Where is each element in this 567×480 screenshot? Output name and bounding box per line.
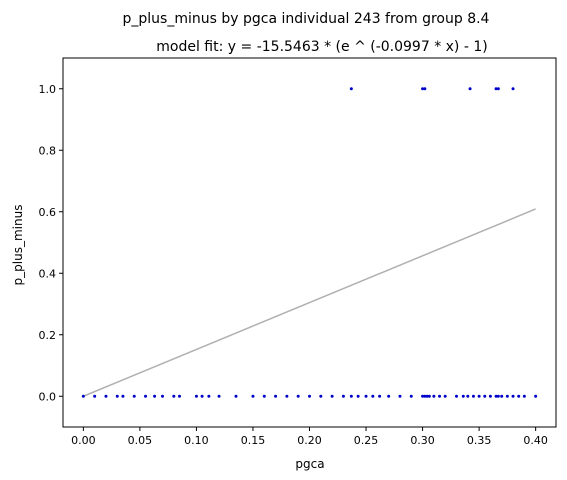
data-point [251, 394, 255, 398]
data-point [432, 394, 436, 398]
x-axis-label: pgca [295, 457, 324, 471]
y-tick-label: 0.0 [39, 390, 57, 403]
data-point [496, 87, 500, 91]
data-point [234, 394, 238, 398]
plot-frame [62, 57, 557, 428]
data-point [296, 394, 300, 398]
data-point [330, 394, 334, 398]
data-point [319, 394, 323, 398]
y-tick-label: 0.8 [39, 144, 57, 157]
y-tick-label: 0.4 [39, 267, 57, 280]
data-point [421, 394, 425, 398]
data-point [341, 394, 345, 398]
y-axis-ticks: 0.0 0.2 0.4 0.6 0.8 1.0 [39, 83, 63, 403]
data-point [217, 394, 221, 398]
x-tick-label: 0.15 [241, 434, 266, 447]
data-point [194, 394, 198, 398]
data-point [496, 394, 500, 398]
data-point [285, 394, 289, 398]
x-tick-label: 0.35 [467, 434, 492, 447]
data-point [477, 394, 481, 398]
y-tick-label: 1.0 [39, 83, 57, 96]
y-tick-label: 0.6 [39, 206, 57, 219]
data-point [349, 87, 353, 91]
data-point [200, 394, 204, 398]
data-point [425, 394, 429, 398]
data-point [262, 394, 266, 398]
chart-title: p_plus_minus by pgca individual 243 from… [123, 11, 490, 27]
data-point [121, 394, 125, 398]
fit-line-layer [83, 208, 536, 397]
data-point [172, 394, 176, 398]
data-point [387, 394, 391, 398]
data-point [454, 394, 458, 398]
data-point [177, 394, 181, 398]
data-point [466, 394, 470, 398]
data-point [274, 394, 278, 398]
data-point [494, 394, 498, 398]
data-point [421, 87, 425, 91]
x-axis-ticks: 0.00 0.05 0.10 0.15 0.20 0.25 0.30 0.35 0.40 [71, 427, 548, 447]
data-point [364, 394, 368, 398]
data-point [522, 394, 526, 398]
y-axis-label: p_plus_minus [11, 205, 25, 286]
data-point [517, 394, 521, 398]
x-tick-label: 0.20 [297, 434, 322, 447]
x-tick-label: 0.25 [354, 434, 379, 447]
plot-area [81, 87, 538, 398]
x-tick-label: 0.30 [410, 434, 435, 447]
data-point [423, 87, 427, 91]
data-point [500, 394, 504, 398]
data-point [356, 394, 360, 398]
data-point [511, 87, 515, 91]
data-point [144, 394, 148, 398]
data-point [483, 394, 487, 398]
data-point [409, 394, 413, 398]
x-tick-label: 0.40 [523, 434, 548, 447]
data-point [438, 394, 442, 398]
data-point [349, 394, 353, 398]
points-layer [81, 87, 538, 398]
data-point [494, 87, 498, 91]
data-point [534, 394, 538, 398]
data-point [93, 394, 97, 398]
data-point [488, 394, 492, 398]
data-point [153, 394, 157, 398]
data-point [461, 394, 465, 398]
data-point [161, 394, 165, 398]
data-point [468, 87, 472, 91]
data-point [104, 394, 108, 398]
x-tick-label: 0.05 [128, 434, 153, 447]
y-tick-label: 0.2 [39, 329, 57, 342]
data-point [81, 394, 85, 398]
data-point [427, 394, 431, 398]
data-point [505, 394, 509, 398]
data-point [443, 394, 447, 398]
data-point [207, 394, 211, 398]
data-point [371, 394, 375, 398]
data-point [115, 394, 119, 398]
data-point [378, 394, 382, 398]
data-point [398, 394, 402, 398]
fit-line [83, 208, 536, 397]
x-tick-label: 0.10 [184, 434, 209, 447]
data-point [423, 394, 427, 398]
data-point [511, 394, 515, 398]
x-tick-label: 0.00 [71, 434, 96, 447]
data-point [132, 394, 136, 398]
data-point [471, 394, 475, 398]
data-point [308, 394, 311, 398]
chart-subtitle: model fit: y = -15.5463 * (e ^ (-0.0997 … [156, 39, 487, 55]
